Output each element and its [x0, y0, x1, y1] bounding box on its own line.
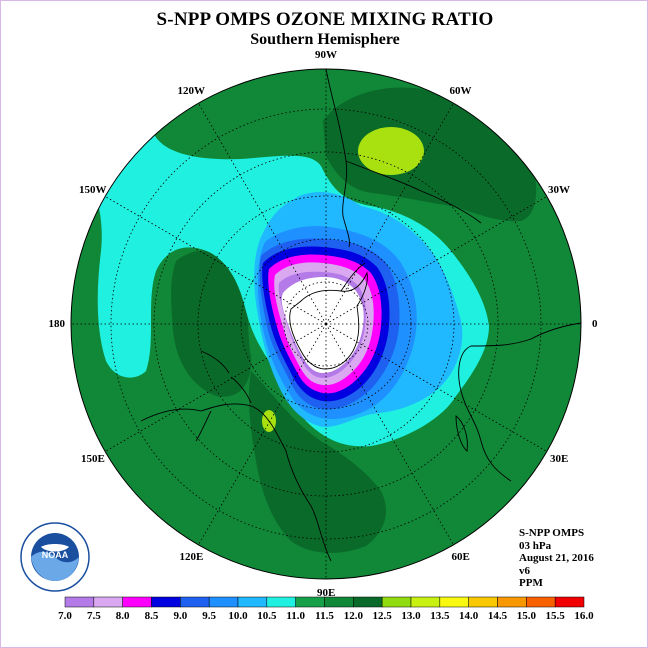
colorbar-label: 15.5 — [546, 610, 566, 622]
colorbar-swatch — [180, 596, 210, 608]
dark-green-region-west — [171, 250, 252, 397]
colorbar-label: 10.5 — [257, 610, 277, 622]
longitude-label: 120E — [179, 550, 204, 563]
colorbar-swatch — [208, 596, 239, 608]
colorbar-swatch — [497, 596, 527, 608]
sub-title: Southern Hemisphere — [250, 31, 400, 48]
coastline-australia — [140, 403, 332, 562]
colorbar-label: 15.0 — [517, 610, 537, 622]
latitude-circle-5 — [110, 108, 542, 540]
dark-green-region-south — [248, 371, 386, 553]
meridian-line — [325, 196, 548, 325]
colorbar-label: 16.0 — [574, 610, 594, 622]
longitude-label: 30W — [547, 183, 570, 196]
colorbar-swatch — [410, 596, 441, 608]
colorbar-swatch — [93, 596, 123, 608]
meridian-line — [325, 323, 454, 546]
colorbar-label: 13.0 — [401, 610, 421, 622]
meridian-line — [325, 323, 548, 452]
info-box: S-NPP OMPS 03 hPa August 21, 2016 v6 PPM — [519, 527, 594, 590]
info-version: v6 — [519, 564, 530, 577]
map-disc — [71, 69, 581, 579]
colorbar-swatch — [324, 596, 354, 608]
latitude-circle-1 — [283, 281, 369, 367]
colorbar-swatch — [468, 596, 498, 608]
noaa-logo: NOAA — [20, 522, 90, 592]
main-title: S-NPP OMPS OZONE MIXING RATIO — [156, 9, 494, 30]
info-instrument: S-NPP OMPS — [519, 527, 585, 539]
info-level: 03 hPa — [519, 539, 552, 552]
noaa-logo-text: NOAA — [42, 550, 69, 560]
info-units: PPM — [519, 577, 543, 589]
colorbar-label: 7.5 — [87, 610, 101, 622]
colorbar-label: 8.5 — [145, 610, 159, 622]
colorbar-label: 7.0 — [58, 610, 72, 622]
colorbar-swatch — [122, 596, 152, 608]
longitude-label: 90E — [317, 587, 336, 599]
coastline-new-zealand — [200, 350, 252, 404]
colorbar-label: 11.5 — [315, 610, 334, 622]
longitude-label: 60E — [451, 550, 470, 563]
polar-no-data-region — [281, 277, 364, 373]
info-date: August 21, 2016 — [519, 552, 594, 564]
colorbar-swatch — [353, 596, 383, 608]
longitude-label: 90W — [315, 49, 337, 61]
coastline-south-america — [325, 69, 482, 248]
high-ozone-patch-north — [358, 127, 424, 175]
longitude-label: 180 — [48, 318, 66, 330]
meridian-line — [104, 196, 327, 325]
coastline-antarctica — [289, 271, 368, 370]
map-disc-border — [70, 68, 582, 580]
colorbar-label: 9.0 — [173, 610, 187, 622]
meridian-line — [198, 323, 327, 546]
longitude-label: 30E — [549, 452, 569, 465]
colorbar-label: 10.0 — [228, 610, 248, 622]
coastlines — [140, 69, 581, 562]
colorbar-swatch — [295, 596, 325, 608]
colorbar-label: 12.0 — [344, 610, 364, 622]
longitude-label: 60W — [449, 85, 472, 98]
colorbar-label: 14.5 — [488, 610, 508, 622]
colorbar-swatch — [381, 596, 412, 608]
colorbar-swatch — [64, 596, 95, 608]
meridian-line — [104, 323, 327, 452]
colorbar-swatch — [439, 596, 469, 608]
colorbar-label: 9.5 — [202, 610, 216, 622]
longitude-label: 150E — [81, 452, 105, 465]
colorbar-swatch — [151, 596, 181, 608]
meridian-line — [325, 102, 454, 325]
meridians — [71, 69, 581, 579]
longitude-label: 120W — [177, 85, 206, 98]
coastline-peninsula — [340, 262, 366, 292]
colorbar-swatch — [526, 596, 556, 608]
colorbar-swatch — [237, 596, 268, 608]
meridian-line — [198, 102, 327, 325]
longitude-label: 150W — [79, 183, 107, 196]
coastline-madagascar — [455, 415, 468, 452]
colorbar-label: 12.5 — [373, 610, 393, 622]
colorbar-swatch — [266, 596, 296, 608]
colorbar-label: 14.0 — [459, 610, 479, 622]
colorbar-swatch — [554, 596, 585, 608]
coastline-africa — [458, 322, 581, 482]
colorbar-label: 11.0 — [286, 610, 305, 622]
colorbar-label: 8.0 — [116, 610, 130, 622]
longitude-label: 0 — [592, 318, 598, 330]
colorbar-label: 13.5 — [430, 610, 450, 622]
